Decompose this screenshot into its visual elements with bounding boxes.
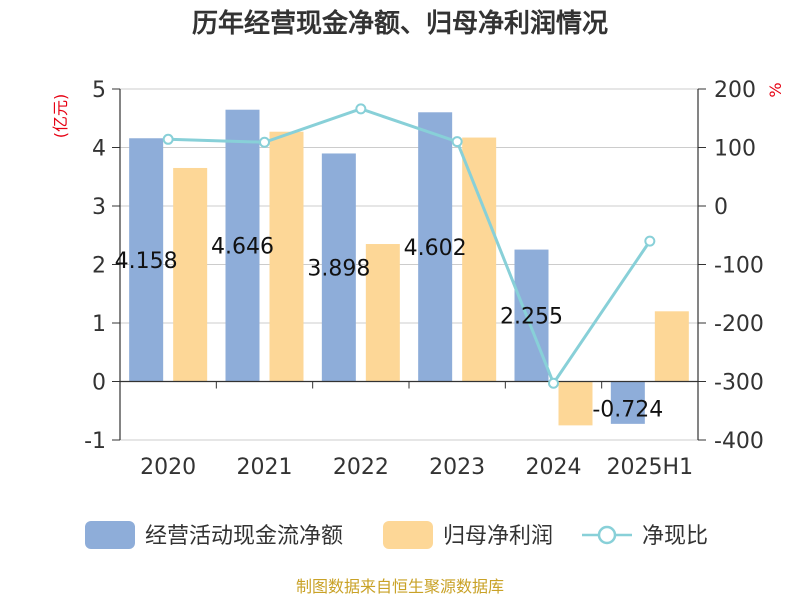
data-label-operating-cashflow: -0.724 xyxy=(592,398,663,423)
bar-net-profit xyxy=(173,167,208,382)
right-axis-tick-label: -300 xyxy=(714,371,764,396)
bar-net-profit xyxy=(462,137,497,382)
data-labels-layer: 4.158 4.646 3.898 4.602 2.255 -0.724 xyxy=(115,235,664,423)
right-axis-unit: % xyxy=(766,82,785,97)
right-axis-tick-label: -100 xyxy=(714,254,764,279)
chart-title: 历年经营现金净额、归母净利润情况 xyxy=(192,8,608,39)
bar-net-profit xyxy=(654,311,689,382)
data-label-operating-cashflow: 2.255 xyxy=(500,305,563,330)
line-cash-ratio xyxy=(168,107,652,387)
legend-label-operating-cashflow: 经营活动现金流净额 xyxy=(145,524,343,549)
left-axis-tick-label: 1 xyxy=(92,312,106,337)
bar-net-profit xyxy=(558,381,593,426)
left-axis-tick-label: 4 xyxy=(92,137,106,162)
legend-swatch-operating-cashflow xyxy=(85,521,135,549)
left-axis-tick-label: -1 xyxy=(84,429,106,454)
right-axis-tick-label: 200 xyxy=(714,78,756,103)
bar-operating-cashflow xyxy=(321,153,356,382)
left-axis-tick-label: 0 xyxy=(92,371,106,396)
data-label-operating-cashflow: 4.646 xyxy=(211,235,274,260)
data-label-operating-cashflow: 4.602 xyxy=(404,236,467,261)
bar-operating-cashflow xyxy=(418,112,453,382)
bar-operating-cashflow xyxy=(225,109,260,382)
line-layer xyxy=(162,103,656,389)
right-axis-tick-label: -400 xyxy=(714,429,764,454)
data-label-operating-cashflow: 3.898 xyxy=(307,256,370,281)
point-cash-ratio xyxy=(644,235,656,247)
left-axis-tick-label: 5 xyxy=(92,78,106,103)
x-axis-category-label: 2023 xyxy=(429,455,485,480)
right-axis-tick-label: -200 xyxy=(714,312,764,337)
point-cash-ratio xyxy=(355,103,367,115)
legend-marker-cash-ratio xyxy=(597,525,617,545)
x-axis-category-label: 2024 xyxy=(526,455,582,480)
right-axis-tick-label: 100 xyxy=(714,137,756,162)
left-axis-tick-label: 3 xyxy=(92,195,106,220)
bar-net-profit xyxy=(365,244,400,382)
data-source-note: 制图数据来自恒生聚源数据库 xyxy=(296,577,504,596)
x-axis-category-label: 2021 xyxy=(237,455,293,480)
left-axis-unit: (亿元) xyxy=(51,94,70,139)
x-axis-category-label: 2025H1 xyxy=(607,455,694,480)
axes-layer: 5 200 4 100 3 0 2 -100 1 -200 0 -300 -1 -400 2020 2021 2… xyxy=(84,78,764,480)
right-axis-tick-label: 0 xyxy=(714,195,728,220)
bar-operating-cashflow xyxy=(610,381,645,424)
point-cash-ratio xyxy=(451,136,463,148)
legend-swatch-net-profit xyxy=(383,521,433,549)
left-axis-tick-label: 2 xyxy=(92,254,106,279)
x-axis-category-label: 2022 xyxy=(333,455,389,480)
legend-label-net-profit: 归母净利润 xyxy=(443,524,553,549)
legend: 经营活动现金流净额 归母净利润 净现比 xyxy=(85,521,708,549)
point-cash-ratio xyxy=(162,133,174,145)
legend-label-cash-ratio: 净现比 xyxy=(642,524,708,549)
bars-layer xyxy=(129,109,689,426)
x-axis-category-label: 2020 xyxy=(140,455,196,480)
bar-net-profit xyxy=(269,131,304,382)
point-cash-ratio xyxy=(548,377,559,389)
bar-operating-cashflow xyxy=(129,138,164,382)
data-label-operating-cashflow: 4.158 xyxy=(115,249,178,274)
point-cash-ratio xyxy=(259,136,270,148)
